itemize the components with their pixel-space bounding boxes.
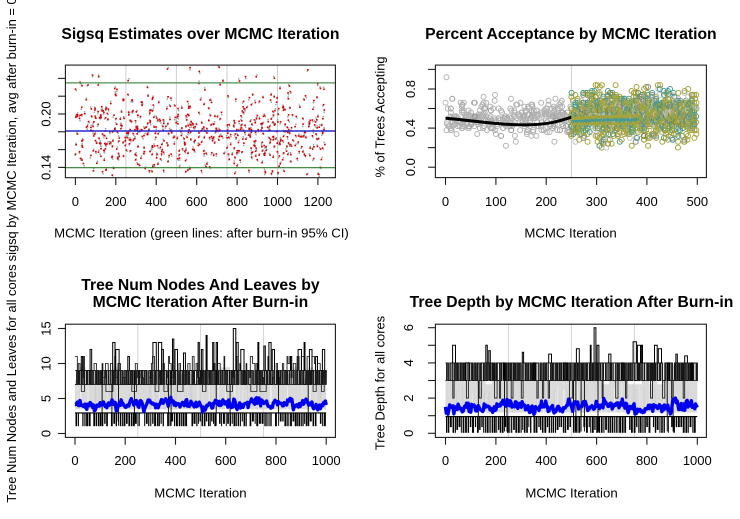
- svg-text:4: 4: [401, 359, 416, 366]
- svg-text:0: 0: [442, 194, 449, 209]
- svg-text:1000: 1000: [683, 453, 712, 468]
- svg-text:400: 400: [165, 453, 187, 468]
- svg-text:Tree Depth by MCMC Iteration A: Tree Depth by MCMC Iteration After Burn-…: [410, 294, 734, 311]
- svg-text:% of Trees Accepting: % of Trees Accepting: [372, 56, 387, 177]
- svg-text:Tree Num Nodes and Leaves for: Tree Num Nodes and Leaves for all cores: [4, 264, 19, 502]
- svg-text:600: 600: [586, 453, 608, 468]
- svg-text:MCMC Iteration (green lines: a: MCMC Iteration (green lines: after burn-…: [54, 225, 349, 240]
- svg-text:400: 400: [145, 194, 167, 209]
- svg-text:200: 200: [114, 453, 136, 468]
- svg-text:15: 15: [39, 321, 54, 335]
- svg-text:0: 0: [71, 453, 78, 468]
- svg-text:0.0: 0.0: [403, 158, 418, 176]
- svg-text:0: 0: [72, 194, 79, 209]
- svg-text:800: 800: [265, 453, 287, 468]
- svg-text:5: 5: [39, 395, 54, 402]
- svg-text:0.4: 0.4: [403, 119, 418, 137]
- svg-text:6: 6: [401, 324, 416, 331]
- svg-text:600: 600: [215, 453, 237, 468]
- svg-text:0: 0: [39, 430, 54, 437]
- svg-text:200: 200: [105, 194, 127, 209]
- svg-text:MCMC Iteration: MCMC Iteration: [154, 485, 246, 500]
- svg-text:Tree Num Nodes And Leaves by: Tree Num Nodes And Leaves by: [81, 277, 320, 294]
- svg-text:800: 800: [226, 194, 248, 209]
- svg-text:0: 0: [442, 453, 449, 468]
- svg-text:0.20: 0.20: [39, 101, 54, 126]
- svg-text:200: 200: [535, 194, 557, 209]
- svg-text:1000: 1000: [263, 194, 292, 209]
- svg-text:400: 400: [636, 194, 658, 209]
- svg-text:MCMC Iteration: MCMC Iteration: [525, 485, 617, 500]
- svg-text:600: 600: [186, 194, 208, 209]
- svg-text:1000: 1000: [312, 453, 341, 468]
- svg-text:Tree Depth for all cores: Tree Depth for all cores: [372, 316, 387, 450]
- svg-text:800: 800: [636, 453, 658, 468]
- svg-text:100: 100: [485, 194, 507, 209]
- svg-text:MCMC Iteration: MCMC Iteration: [524, 225, 616, 240]
- svg-text:2: 2: [401, 394, 416, 401]
- svg-text:400: 400: [535, 453, 557, 468]
- svg-text:0: 0: [401, 430, 416, 437]
- svg-text:Percent Acceptance by MCMC Ite: Percent Acceptance by MCMC Iteration: [425, 26, 716, 43]
- svg-text:0.8: 0.8: [403, 80, 418, 98]
- svg-text:10: 10: [39, 356, 54, 370]
- svg-text:500: 500: [686, 194, 708, 209]
- svg-text:MCMC Iteration After Burn-in: MCMC Iteration After Burn-in: [93, 294, 309, 311]
- svg-text:0.14: 0.14: [39, 155, 54, 180]
- svg-text:200: 200: [485, 453, 507, 468]
- svg-text:1200: 1200: [303, 194, 332, 209]
- svg-text:Sigsq Estimates over MCMC Iter: Sigsq Estimates over MCMC Iteration: [61, 26, 339, 43]
- svg-text:sigsq by MCMC Iteration, avg a: sigsq by MCMC Iteration, avg after burn-…: [4, 0, 19, 261]
- svg-text:300: 300: [586, 194, 608, 209]
